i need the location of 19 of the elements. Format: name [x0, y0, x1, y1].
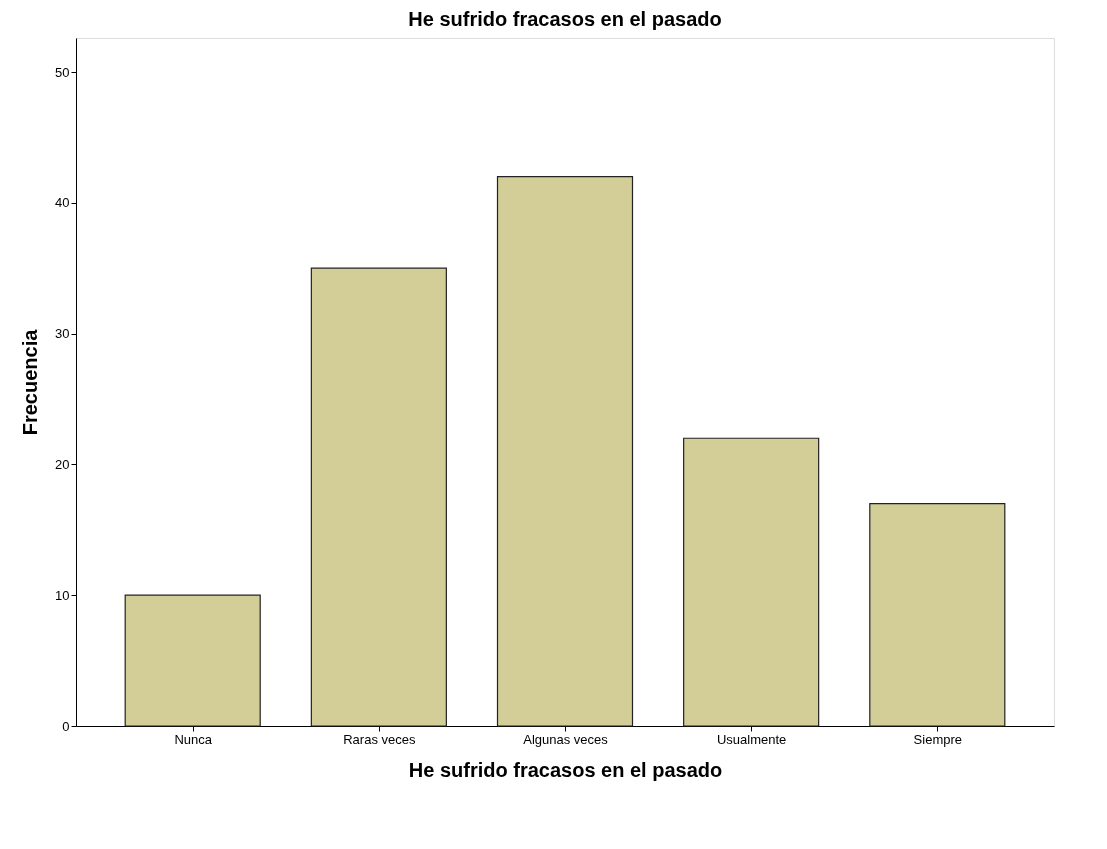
x-tick-label: Algunas veces — [523, 731, 609, 747]
bar — [496, 176, 634, 727]
chart-title: He sufrido fracasos en el pasado — [408, 8, 722, 30]
y-tick-label: 50 — [55, 64, 70, 80]
y-tick-label: 30 — [55, 326, 70, 342]
bar — [869, 503, 1006, 727]
y-tick-label: 20 — [55, 456, 70, 472]
bar — [683, 437, 820, 727]
y-tick-label: 10 — [55, 587, 70, 603]
y-axis-title: Frecuencia — [19, 328, 42, 436]
bar — [124, 594, 261, 727]
bar — [310, 267, 447, 727]
x-tick-label: Raras veces — [343, 731, 416, 747]
x-tick-label: Nunca — [174, 731, 213, 747]
y-tick-label: 0 — [62, 718, 70, 734]
x-tick-label: Usualmente — [716, 731, 787, 747]
y-tick-label: 40 — [55, 195, 70, 211]
x-axis-title: He sufrido fracasos en el pasado — [408, 758, 723, 781]
x-tick-label: Siempre — [913, 731, 963, 747]
